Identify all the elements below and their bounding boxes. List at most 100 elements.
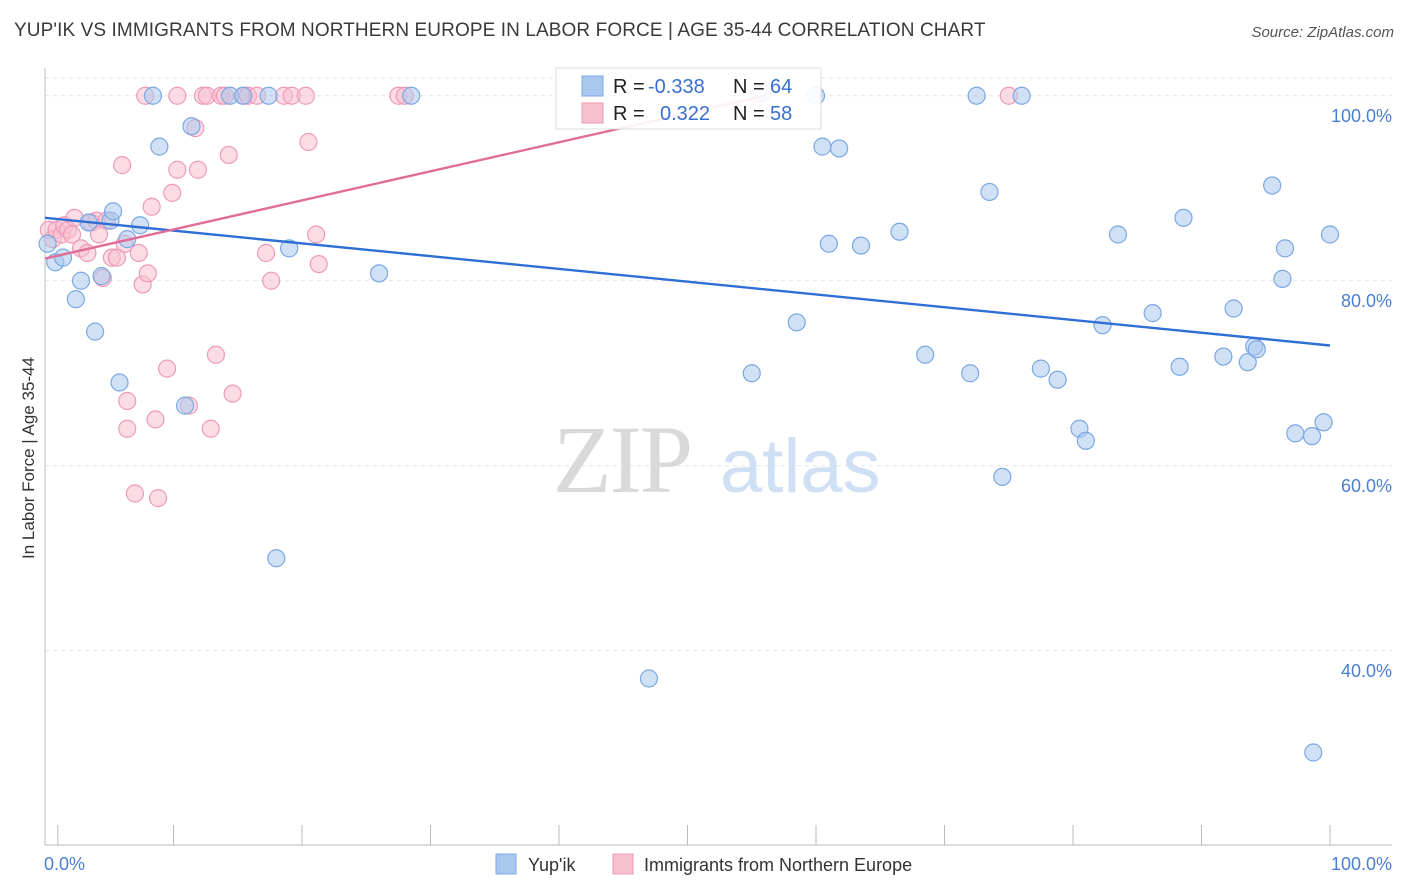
pink-data-point: [262, 271, 281, 290]
y-axis-label: In Labor Force | Age 35-44: [19, 357, 38, 559]
blue-data-point: [66, 290, 85, 309]
pink-data-point: [138, 264, 157, 283]
pink-data-point: [148, 489, 168, 508]
stats-blue-r-label: R =: [613, 76, 645, 98]
blue-data-point: [967, 86, 986, 105]
watermark-zip: ZIP: [553, 406, 691, 513]
legend-swatch-yupik: [495, 853, 517, 875]
pink-data-point: [188, 160, 208, 179]
blue-data-point: [175, 396, 195, 415]
blue-data-point: [890, 222, 909, 241]
stats-blue-swatch: [581, 75, 604, 97]
blue-data-point: [110, 373, 129, 392]
blue-data-point: [1275, 239, 1295, 258]
blue-data-point: [1302, 427, 1322, 446]
pink-data-point: [129, 243, 148, 263]
pink-data-point: [118, 391, 137, 411]
blue-data-point: [1247, 340, 1266, 359]
pink-data-point: [219, 145, 238, 165]
blue-data-point: [1031, 359, 1050, 378]
pink-data-point: [309, 255, 328, 274]
pink-data-point: [168, 86, 187, 105]
blue-data-point: [259, 86, 278, 105]
chart-title: YUP'IK VS IMMIGRANTS FROM NORTHERN EUROP…: [14, 20, 986, 41]
blue-data-point: [639, 669, 659, 688]
blue-data-point: [1143, 304, 1162, 323]
blue-data-point: [1174, 208, 1193, 227]
pink-data-point: [206, 345, 226, 364]
blue-data-point: [150, 137, 169, 156]
blue-data-point: [233, 86, 252, 105]
pink-data-point: [299, 132, 318, 152]
pink-data-point: [168, 160, 187, 179]
x-tick-label-min: 0.0%: [44, 854, 85, 874]
stats-blue-n-label: N =: [733, 76, 765, 98]
blue-data-point: [267, 549, 286, 568]
blue-data-point: [1012, 86, 1031, 105]
blue-data-point: [993, 467, 1012, 486]
stats-pink-r-value: 0.322: [660, 103, 710, 125]
blue-data-point: [1224, 299, 1243, 318]
stats-pink-n-value: 58: [770, 103, 792, 125]
stats-blue-r-value: -0.338: [648, 76, 705, 98]
blue-data-point: [71, 271, 91, 290]
legend-swatch-northern-europe: [612, 853, 634, 875]
watermark-atlas: atlas: [720, 424, 881, 509]
stats-pink-swatch: [581, 102, 604, 124]
blue-data-point: [92, 267, 111, 286]
blue-data-point: [1286, 424, 1305, 443]
legend: Yup'ik Immigrants from Northern Europe: [495, 853, 912, 875]
blue-data-point: [830, 139, 849, 158]
stats-box: R = -0.338 N = 64 R = 0.322 N = 58: [555, 67, 822, 130]
pink-data-point: [163, 183, 182, 202]
blue-data-point: [1093, 316, 1112, 335]
blue-data-point: [1108, 225, 1128, 244]
watermark: ZIP atlas: [553, 406, 881, 513]
gridlines: [45, 77, 1392, 652]
blue-data-point: [1314, 413, 1333, 432]
y-tick-label: 40.0%: [1341, 661, 1392, 681]
blue-data-point: [130, 216, 150, 235]
y-tick-label: 80.0%: [1341, 291, 1392, 311]
blue-series-points: [38, 83, 1340, 762]
blue-data-point: [961, 364, 980, 383]
blue-data-point: [280, 239, 299, 258]
pink-data-point: [223, 384, 242, 403]
blue-data-point: [819, 234, 838, 253]
blue-data-point: [402, 86, 421, 105]
blue-data-point: [1320, 225, 1340, 244]
pink-data-point: [112, 156, 132, 175]
blue-data-point: [86, 322, 105, 341]
pink-data-point: [125, 484, 145, 503]
legend-label-yupik: Yup'ik: [528, 855, 576, 875]
blue-data-point: [787, 313, 806, 332]
blue-data-point: [742, 364, 761, 383]
blue-data-point: [53, 248, 73, 267]
blue-data-point: [851, 236, 871, 255]
pink-data-point: [142, 197, 161, 216]
source-credit: Source: ZipAtlas.com: [1251, 24, 1394, 41]
pink-data-point: [89, 225, 109, 244]
blue-data-point: [1238, 353, 1257, 372]
blue-data-point: [916, 345, 935, 364]
blue-data-point: [104, 202, 123, 221]
blue-data-point: [980, 182, 999, 202]
pink-data-point: [157, 359, 177, 378]
pink-data-point: [307, 225, 326, 244]
pink-data-point: [296, 86, 315, 105]
blue-data-point: [1304, 743, 1323, 762]
y-tick-label: 100.0%: [1331, 106, 1392, 126]
blue-data-point: [1170, 357, 1189, 376]
blue-data-point: [182, 117, 201, 136]
blue-data-point: [1048, 370, 1067, 389]
y-tick-labels: 100.0% 80.0% 60.0% 40.0%: [1331, 106, 1392, 681]
legend-label-northern-europe: Immigrants from Northern Europe: [644, 855, 912, 875]
blue-data-point: [1273, 269, 1292, 288]
pink-data-point: [201, 419, 220, 438]
pink-data-point: [107, 248, 127, 267]
blue-data-point: [1214, 347, 1233, 366]
blue-data-point: [38, 234, 57, 253]
blue-data-point: [370, 264, 389, 283]
blue-data-point: [813, 137, 832, 156]
